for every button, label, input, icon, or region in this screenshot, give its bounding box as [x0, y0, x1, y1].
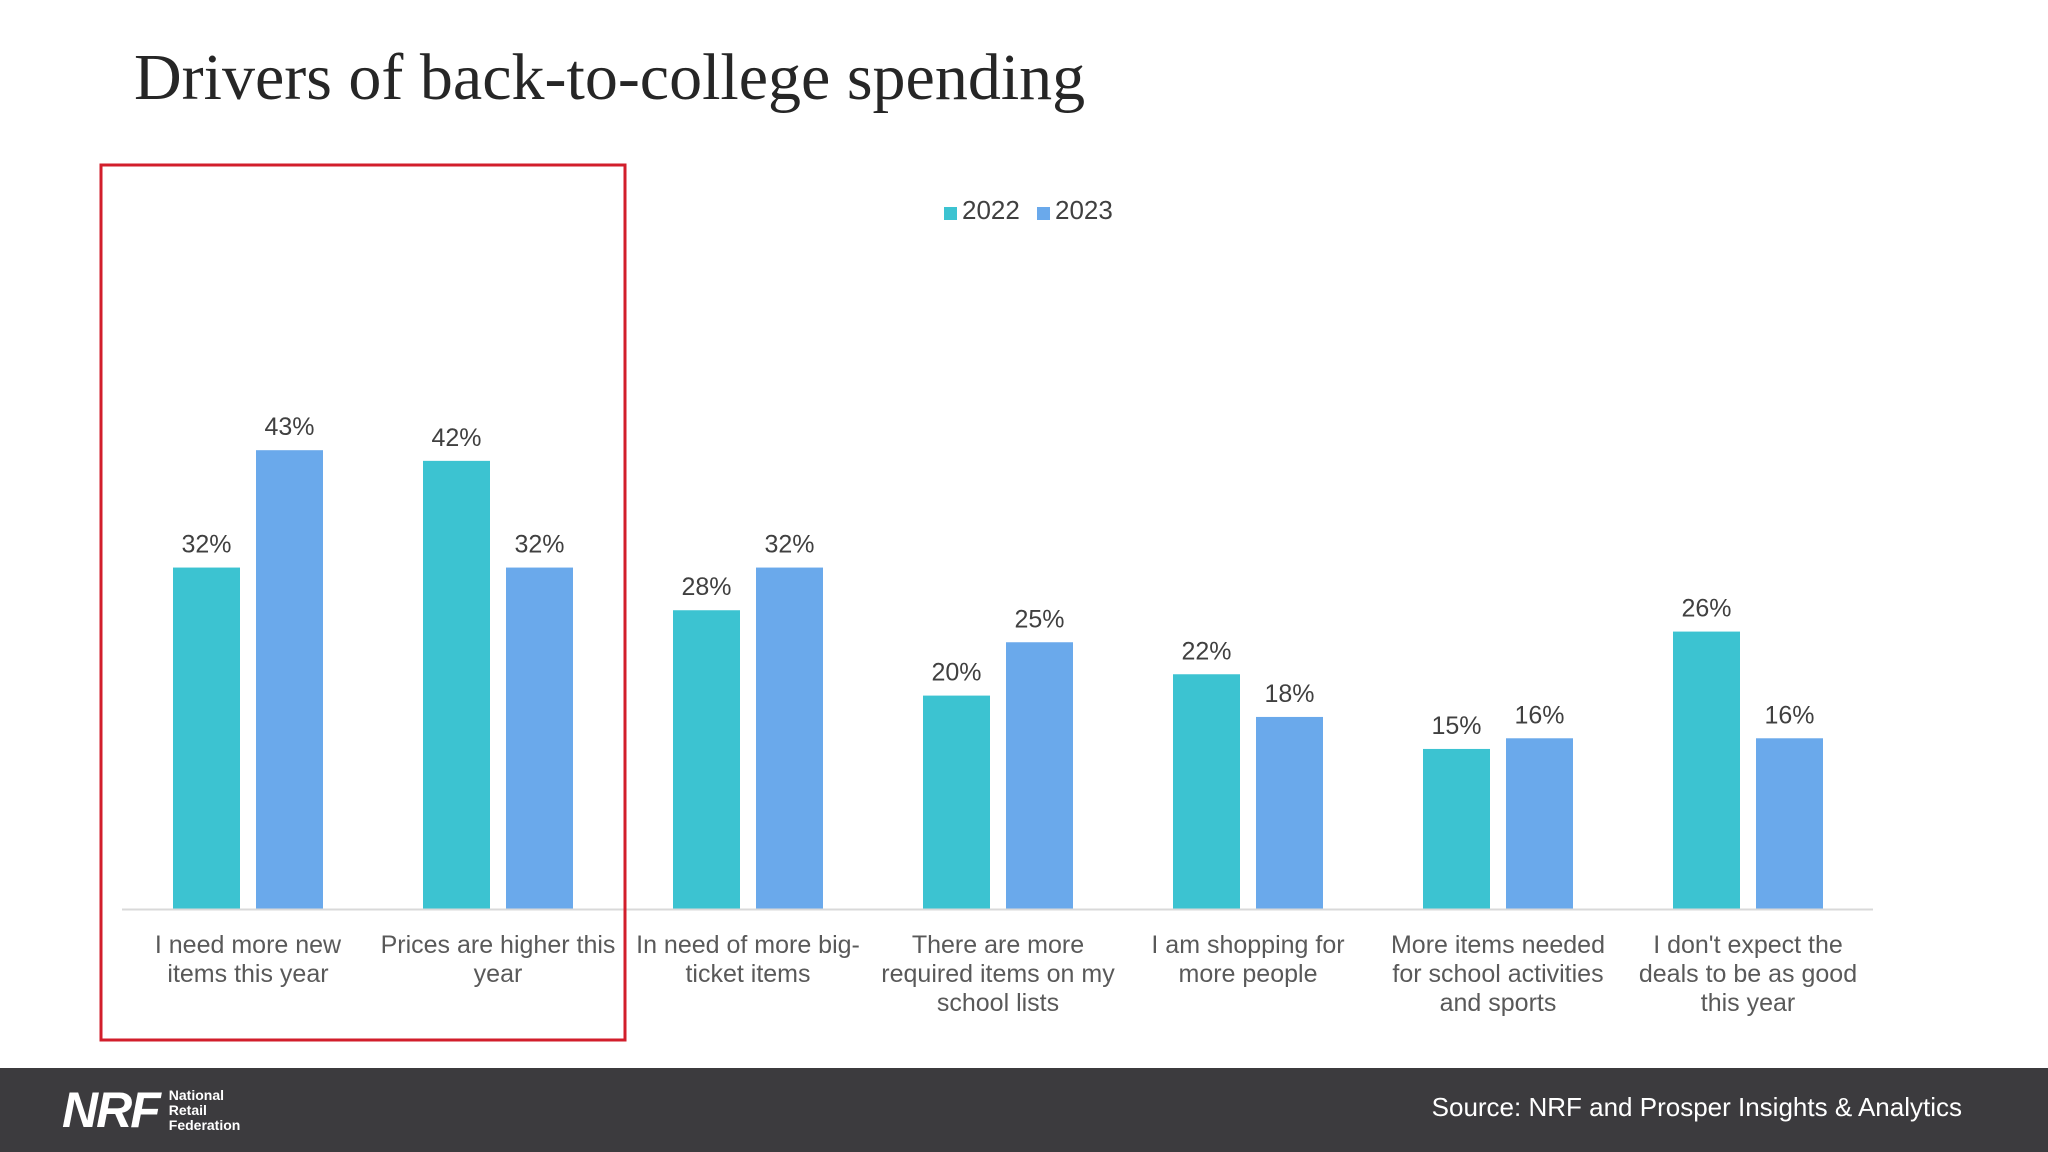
data-label-2023-1: 43%: [264, 413, 314, 441]
category-label-line: I don't expect the: [1653, 931, 1843, 959]
bar-2023-3: [756, 567, 823, 909]
data-label-2022-2: 42%: [431, 424, 481, 452]
bar-2022-5: [1173, 674, 1240, 909]
nrf-logo: NRF National Retail Federation: [62, 1084, 240, 1136]
data-label-2022-6: 15%: [1431, 712, 1481, 740]
category-label-line: this year: [1701, 989, 1795, 1017]
category-label-line: required items on my: [881, 960, 1115, 988]
category-label-line: ticket items: [685, 960, 810, 988]
bar-2023-2: [506, 567, 573, 909]
bar-2022-4: [923, 695, 990, 909]
bar-2023-5: [1256, 716, 1323, 909]
bar-2023-4: [1006, 642, 1073, 909]
category-label-line: deals to be as good: [1639, 960, 1857, 988]
source-note: Source: NRF and Prosper Insights & Analy…: [1431, 1092, 1962, 1122]
category-label-line: school lists: [937, 989, 1059, 1017]
bar-2022-7: [1673, 631, 1740, 909]
legend-label-2022: 2022: [962, 195, 1020, 225]
bar-2022-6: [1423, 748, 1490, 909]
data-label-2023-3: 32%: [764, 531, 814, 559]
data-label-2022-3: 28%: [681, 573, 731, 601]
bar-2022-3: [673, 610, 740, 909]
data-label-2022-4: 20%: [931, 659, 981, 687]
category-label-line: There are more: [912, 931, 1084, 959]
footer-bar: NRF National Retail Federation Source: N…: [0, 1068, 2048, 1152]
category-label-line: Prices are higher this: [381, 931, 616, 959]
bar-2022-1: [173, 567, 240, 909]
category-label-line: for school activities: [1392, 960, 1603, 988]
category-label-line: In need of more big-: [636, 931, 860, 959]
data-label-2022-7: 26%: [1681, 595, 1731, 623]
category-label-line: I need more new: [155, 931, 342, 959]
legend-swatch-2022: [944, 207, 957, 220]
logo-wordmark: National Retail Federation: [168, 1086, 241, 1133]
data-label-2022-5: 22%: [1181, 637, 1231, 665]
data-label-2023-6: 16%: [1514, 701, 1564, 729]
category-label-line: more people: [1179, 960, 1318, 988]
data-label-2023-5: 18%: [1264, 680, 1314, 708]
data-label-2023-7: 16%: [1764, 701, 1814, 729]
data-label-2022-1: 32%: [181, 531, 231, 559]
logo-mark: NRF: [62, 1082, 161, 1138]
logo-line: Retail: [168, 1101, 207, 1118]
logo-line: National: [168, 1086, 224, 1103]
bar-2022-2: [423, 460, 490, 909]
category-label-line: year: [474, 960, 523, 988]
category-label-line: and sports: [1440, 989, 1557, 1017]
legend-swatch-2023: [1037, 207, 1050, 220]
logo-line: Federation: [168, 1116, 241, 1133]
legend-label-2023: 2023: [1055, 195, 1113, 225]
data-label-2023-2: 32%: [514, 531, 564, 559]
slide-title: Drivers of back-to-college spending: [134, 41, 1086, 114]
bar-2023-7: [1756, 738, 1823, 909]
category-label-line: items this year: [167, 960, 328, 988]
category-label-line: More items needed: [1391, 931, 1605, 959]
category-label-line: I am shopping for: [1151, 931, 1344, 959]
highlight-box: [99, 163, 627, 1042]
bar-2023-6: [1506, 738, 1573, 909]
bar-2023-1: [256, 450, 323, 909]
data-label-2023-4: 25%: [1014, 605, 1064, 633]
